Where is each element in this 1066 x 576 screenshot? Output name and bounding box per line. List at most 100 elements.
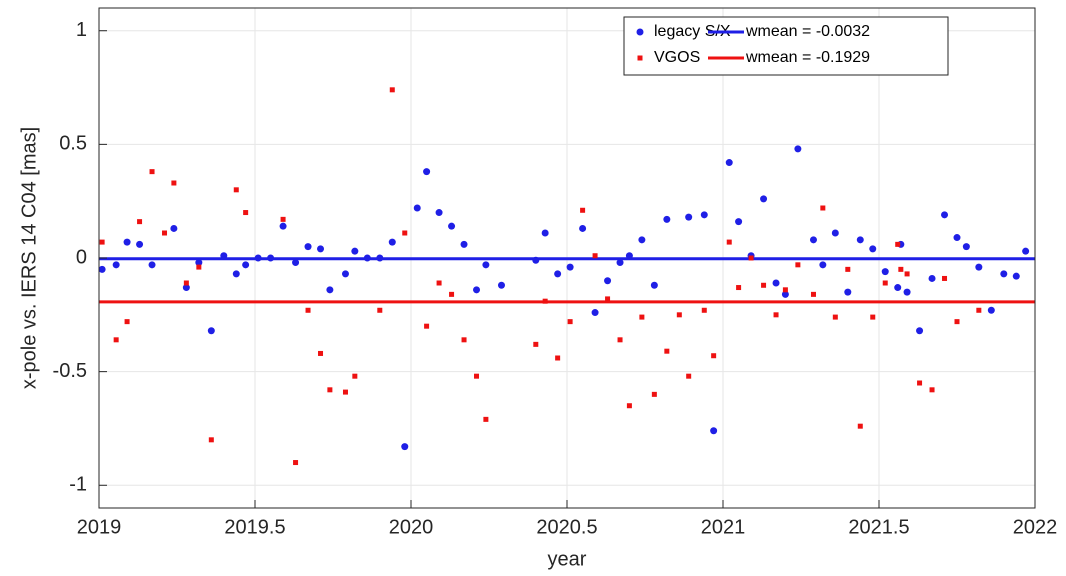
point (711, 353, 717, 359)
point (242, 261, 250, 269)
point (363, 254, 371, 262)
point (1000, 270, 1008, 278)
legend-label: legacy S/X (654, 23, 731, 40)
point (676, 312, 682, 318)
point (781, 290, 789, 298)
point (566, 263, 574, 271)
point (327, 387, 333, 393)
point (664, 348, 670, 354)
legend-label: wmean = -0.0032 (745, 23, 870, 40)
point (685, 213, 693, 221)
point (195, 259, 203, 267)
point (279, 222, 287, 230)
point (917, 380, 923, 386)
point (894, 284, 902, 292)
point (208, 437, 214, 443)
point (137, 219, 143, 225)
point (232, 270, 240, 278)
point (605, 296, 611, 302)
point (352, 373, 358, 379)
point (435, 209, 443, 217)
point (686, 373, 692, 379)
x-tick-label: 2021 (701, 516, 746, 538)
point (772, 279, 780, 287)
point (555, 355, 561, 361)
point (280, 216, 286, 222)
point (436, 280, 442, 286)
point (305, 307, 311, 313)
point (795, 262, 801, 268)
point (726, 239, 732, 245)
point (904, 271, 910, 277)
point (962, 243, 970, 251)
point (831, 229, 839, 237)
legend-label: wmean = -0.1929 (745, 49, 870, 66)
point (317, 245, 325, 253)
point (820, 205, 826, 211)
point (220, 252, 228, 260)
point (424, 323, 430, 329)
point (844, 288, 852, 296)
point (541, 229, 549, 237)
point (761, 282, 767, 288)
y-axis-label: x-pole vs. IERS 14 C04 [mas] (18, 127, 40, 389)
point (953, 234, 961, 242)
point (449, 291, 455, 297)
point (701, 307, 707, 313)
point (233, 187, 239, 193)
point (402, 230, 408, 236)
point (497, 281, 505, 289)
point (461, 337, 467, 343)
x-tick-label: 2019 (77, 516, 122, 538)
point (941, 211, 949, 219)
point (162, 230, 168, 236)
point (700, 211, 708, 219)
point (987, 306, 995, 314)
point (112, 261, 120, 269)
point (710, 427, 718, 435)
point (182, 284, 190, 292)
point (857, 423, 863, 429)
legend-box (623, 16, 949, 76)
x-tick-label: 2019.5 (224, 516, 285, 538)
point (304, 243, 312, 251)
x-tick-label: 2020 (389, 516, 434, 538)
point (580, 207, 586, 213)
point (483, 416, 489, 422)
point (99, 239, 105, 245)
point (1022, 247, 1030, 255)
point (604, 277, 612, 285)
legend-marker (636, 28, 644, 36)
point (423, 168, 431, 176)
point (533, 341, 539, 347)
point (976, 307, 982, 313)
legend: legacy S/X VGOS wmean = -0.0032 wmean = -0.… (623, 16, 949, 76)
point (592, 253, 598, 259)
y-tick-label: -0.5 (53, 360, 87, 382)
x-tick-label: 2021.5 (848, 516, 909, 538)
point (318, 350, 324, 356)
y-tick-label: 1 (76, 19, 87, 41)
point (148, 261, 156, 269)
x-tick-label: 2020.5 (536, 516, 597, 538)
x-axis-label: year (548, 548, 587, 570)
point (401, 443, 409, 451)
point (782, 287, 788, 293)
point (975, 263, 983, 271)
point (460, 240, 468, 248)
point (651, 391, 657, 397)
point (554, 270, 562, 278)
point (810, 291, 816, 297)
point (326, 286, 334, 294)
point (954, 319, 960, 325)
point (735, 218, 743, 226)
point (1012, 272, 1020, 280)
point (903, 288, 911, 296)
point (616, 259, 624, 267)
point (351, 247, 359, 255)
point (98, 265, 106, 273)
point (413, 204, 421, 212)
point (845, 266, 851, 272)
